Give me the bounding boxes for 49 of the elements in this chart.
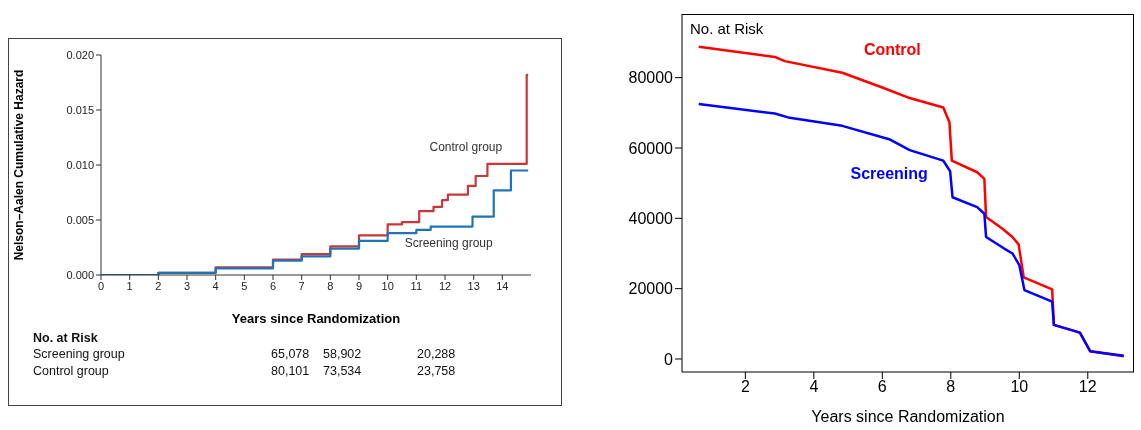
text: Screening group [33, 347, 125, 361]
y-tick-label: 0.015 [66, 103, 94, 116]
series-label: Control [863, 41, 921, 59]
series-label: Screening [850, 165, 928, 183]
x-tick-label: 12 [438, 279, 452, 292]
x-tick-label: 3 [183, 279, 191, 292]
y-tick-label: 0.020 [66, 48, 94, 61]
y-tick-label: 0.010 [66, 158, 94, 171]
text: 20,288 [417, 347, 456, 361]
text: 80,101 [271, 364, 310, 378]
x-axis-title: Years since Randomization [231, 311, 401, 326]
x-tick-label: 4 [212, 279, 219, 292]
x-tick-label: 2 [740, 378, 750, 396]
line-series [697, 102, 1125, 358]
x-tick-label: 12 [1078, 378, 1097, 396]
x-tick-label: 7 [298, 279, 305, 292]
x-tick-label: 10 [381, 279, 394, 292]
text: 58,902 [323, 347, 362, 361]
y-tick-label: 0.000 [66, 268, 94, 281]
y-tick-label: 40000 [628, 210, 674, 227]
text: 65,078 [271, 347, 310, 361]
y-tick-label: 0 [664, 350, 674, 368]
series-label: Screening group [404, 235, 494, 250]
text: No. at Risk [33, 331, 98, 345]
x-tick-label: 14 [496, 279, 509, 292]
x-tick-label: 11 [410, 279, 423, 292]
y-tick-label: 60000 [628, 139, 674, 157]
x-tick-label: 8 [327, 279, 334, 292]
x-tick-label: 4 [809, 378, 819, 396]
y-axis-title: No. at Risk [690, 20, 764, 37]
x-axis-title: Years since Randomization [811, 408, 1005, 425]
y-tick-label: 80000 [628, 69, 674, 87]
x-tick-label: 5 [241, 279, 248, 292]
y-tick-label: 0.005 [66, 213, 94, 226]
y-axis-title: Nelson–Aalen Cumulative Hazard [12, 69, 27, 261]
x-tick-label: 9 [355, 279, 363, 292]
x-tick-label: 6 [877, 378, 887, 396]
x-tick-label: 13 [467, 279, 480, 292]
text: 73,534 [323, 364, 362, 378]
x-tick-label: 8 [946, 378, 956, 396]
x-tick-label: 10 [1010, 378, 1029, 396]
x-tick-label: 0 [97, 279, 105, 292]
x-tick-label: 2 [155, 279, 162, 292]
series-label: Control group [429, 139, 503, 154]
y-tick-label: 20000 [628, 280, 674, 298]
text: 23,758 [417, 364, 456, 378]
text: Control group [33, 364, 109, 378]
x-tick-label: 6 [269, 279, 277, 292]
x-tick-label: 1 [126, 279, 133, 292]
